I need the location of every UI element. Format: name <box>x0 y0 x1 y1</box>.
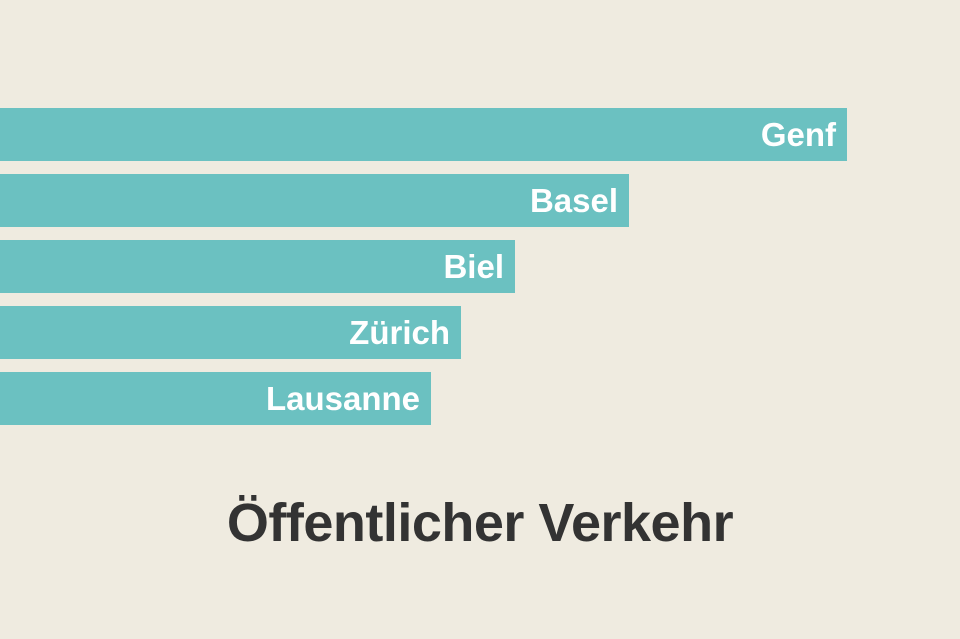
chart-title: Öffentlicher Verkehr <box>226 493 734 553</box>
bar-basel <box>0 174 629 227</box>
bar-zuerich <box>0 306 461 359</box>
bar-label-basel: Basel <box>530 182 618 219</box>
bar-label-genf: Genf <box>761 116 837 153</box>
bar-genf <box>0 108 847 161</box>
bar-label-lausanne: Lausanne <box>266 380 420 417</box>
bar-lausanne <box>0 372 431 425</box>
bar-biel <box>0 240 515 293</box>
bars-group: Genf Basel Biel Zürich Lausanne <box>0 108 847 425</box>
bar-label-zuerich: Zürich <box>349 314 450 351</box>
bar-label-biel: Biel <box>443 248 504 285</box>
